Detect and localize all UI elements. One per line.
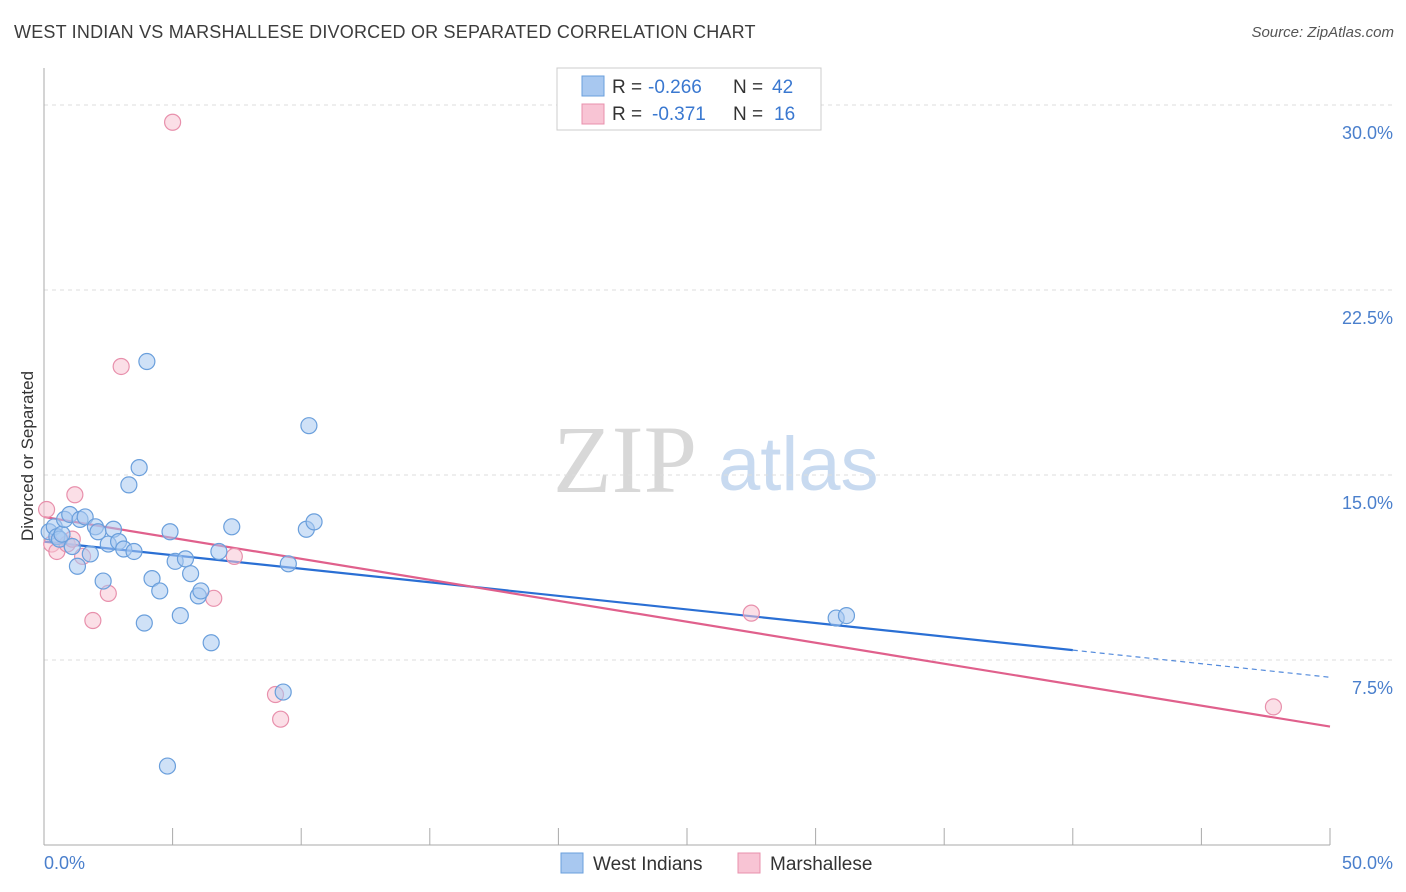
legend-r-label-1: R = — [612, 77, 642, 98]
marshallese-point — [225, 547, 243, 566]
west-indians-point — [125, 542, 143, 561]
y-tick-label: 30.0% — [1342, 123, 1393, 143]
west-indians-point — [279, 555, 297, 573]
marshallese-point — [37, 500, 56, 519]
west-indians-point — [94, 572, 112, 590]
west-indians-point — [300, 417, 318, 435]
west-indians-point — [120, 476, 138, 494]
watermark-zip: ZIP — [553, 406, 697, 513]
source-label: Source: ZipAtlas.com — [1251, 24, 1394, 41]
trendlines — [43, 515, 1331, 728]
bottom-legend-swatch-blue — [560, 852, 584, 874]
y-tick-label: 15.0% — [1342, 493, 1393, 513]
west-indians-point — [274, 683, 292, 701]
marshallese-point — [164, 113, 182, 131]
x-tick-label-min: 0.0% — [44, 853, 85, 873]
marshallese-point — [112, 357, 130, 376]
marshallese-point — [66, 486, 84, 504]
legend-r-label-2: R = — [612, 104, 642, 125]
west-indians-point — [81, 545, 99, 563]
west-indians-point — [837, 606, 856, 625]
west-indians-point — [223, 518, 241, 536]
x-axis-ticks — [43, 828, 1331, 845]
legend-r-value-1: -0.266 — [648, 77, 702, 98]
y-tick-label: 22.5% — [1342, 308, 1393, 328]
trendline-west-indians — [43, 540, 1073, 652]
marshallese-point — [272, 710, 290, 728]
west-indians-point — [130, 459, 148, 477]
watermark-atlas: atlas — [718, 422, 879, 507]
gridlines — [44, 104, 1393, 661]
legend-swatch-blue — [581, 75, 605, 97]
west-indians-point — [210, 542, 228, 561]
marshallese-point — [742, 604, 760, 622]
scatter-points — [37, 113, 1283, 775]
west-indians-point — [182, 565, 200, 583]
y-tick-labels: 7.5% 15.0% 22.5% 30.0% — [1342, 123, 1393, 698]
x-tick-label-max: 50.0% — [1342, 853, 1393, 873]
stats-legend: R = -0.266 N = 42 R = -0.371 N = 16 — [556, 67, 822, 131]
legend-n-label-1: N = — [733, 77, 763, 98]
west-indians-point — [63, 537, 81, 556]
west-indians-point — [143, 569, 161, 588]
legend-n-label-2: N = — [733, 104, 763, 125]
legend-n-value-1: 42 — [772, 77, 793, 98]
bottom-legend-label-west-indians: West Indians — [593, 854, 702, 875]
chart-title: WEST INDIAN VS MARSHALLESE DIVORCED OR S… — [14, 22, 756, 42]
west-indians-point — [138, 352, 156, 371]
legend-swatch-pink — [581, 103, 605, 125]
series-legend: West Indians Marshallese — [560, 852, 872, 875]
marshallese-point — [1264, 698, 1283, 716]
y-tick-label: 7.5% — [1352, 678, 1393, 698]
west-indians-point — [171, 606, 189, 625]
trendline-west-indians-extension — [1072, 649, 1331, 678]
trendline-marshallese — [43, 515, 1331, 728]
west-indians-point — [305, 513, 323, 531]
west-indians-point — [151, 582, 169, 600]
west-indians-point — [68, 557, 87, 575]
y-axis-label: Divorced or Separated — [18, 371, 37, 541]
marshallese-point — [84, 611, 102, 630]
west-indians-point — [158, 757, 177, 775]
bottom-legend-label-marshallese: Marshallese — [770, 854, 872, 875]
west-indians-point — [161, 523, 179, 541]
legend-n-value-2: 16 — [774, 104, 795, 125]
bottom-legend-swatch-pink — [737, 852, 761, 874]
west-indians-point — [176, 550, 195, 568]
west-indians-point — [202, 634, 220, 652]
west-indians-point — [192, 582, 210, 600]
west-indians-point — [135, 614, 153, 632]
legend-r-value-2: -0.371 — [652, 104, 706, 125]
